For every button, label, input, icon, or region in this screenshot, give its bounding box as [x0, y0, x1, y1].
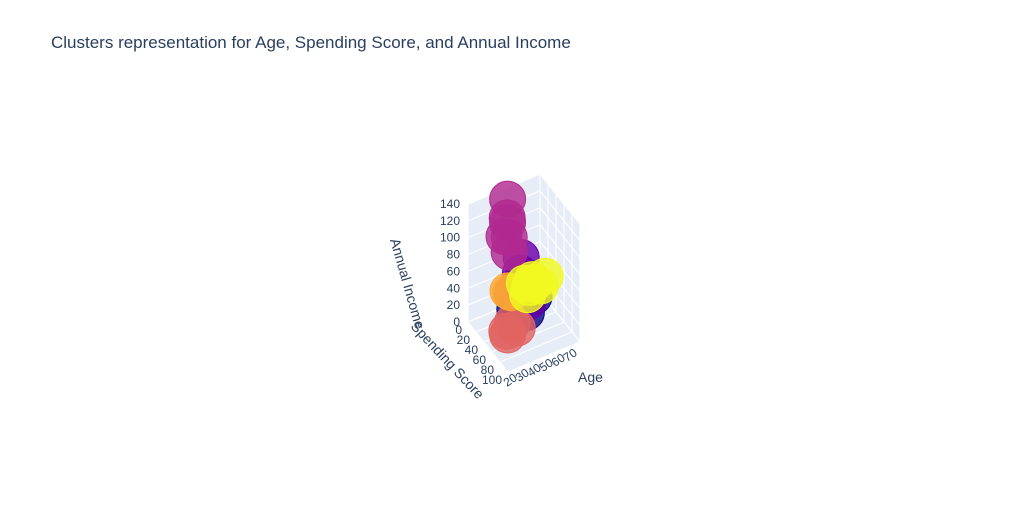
chart-title: Clusters representation for Age, Spendin… — [51, 33, 571, 52]
tick-label-income: 140 — [440, 197, 460, 211]
tick-label-score: 40 — [465, 343, 479, 357]
tick-label-income: 100 — [440, 231, 460, 245]
tick-label-income: 120 — [440, 214, 460, 228]
data-point-cluster-5 — [509, 276, 547, 314]
tick-label-score: 100 — [482, 373, 502, 387]
data-point-cluster-3 — [489, 316, 527, 354]
tick-label-income: 0 — [453, 315, 460, 329]
grid-line-score — [499, 214, 573, 363]
data-points — [485, 180, 564, 354]
tick-label-score: 0 — [455, 323, 462, 337]
axis-title-age: Age — [578, 369, 603, 385]
tick-label-income: 20 — [447, 298, 461, 312]
data-point-cluster-2 — [490, 233, 528, 271]
tick-label-income: 40 — [447, 281, 461, 295]
tick-label-income: 80 — [447, 248, 461, 262]
tick-label-income: 60 — [447, 264, 461, 278]
tick-label-score: 80 — [481, 363, 495, 377]
axis-title-annual-income: Annual Income — [387, 236, 428, 330]
grid-line-score — [507, 224, 581, 373]
tick-label-score: 20 — [457, 333, 471, 347]
tick-label-score: 60 — [473, 353, 487, 367]
